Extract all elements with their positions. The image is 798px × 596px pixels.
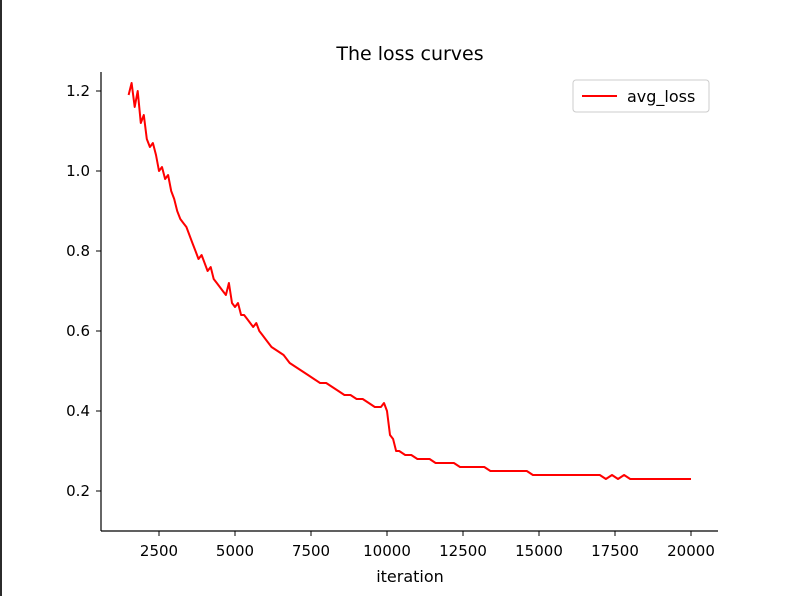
x-tick-group: 2500 5000 7500 10000 12500 15000 17500 20000 [140,531,715,560]
y-tick-label: 0.6 [66,322,90,340]
chart-title: The loss curves [335,43,483,65]
legend: avg_loss [572,79,710,113]
y-tick-label: 1.2 [66,82,90,100]
legend-box [572,79,710,113]
x-tick-label: 10000 [363,542,411,560]
y-tick-label: 1.0 [66,162,90,180]
x-tick-label: 2500 [140,542,178,560]
x-tick-label: 5000 [216,542,254,560]
y-tick-label: 0.4 [66,402,90,420]
series-line-avg-loss [127,82,691,480]
x-axis-label: iteration [376,567,444,586]
y-tick-group: 0.2 0.4 0.6 0.8 1.0 1.2 [66,82,101,500]
x-tick-label: 20000 [667,542,715,560]
legend-label: avg_loss [627,87,695,107]
y-tick-label: 0.2 [66,482,90,500]
y-tick-label: 0.8 [66,242,90,260]
x-tick-label: 17500 [591,542,639,560]
x-tick-label: 12500 [439,542,487,560]
x-tick-label: 15000 [515,542,563,560]
x-tick-label: 7500 [292,542,330,560]
